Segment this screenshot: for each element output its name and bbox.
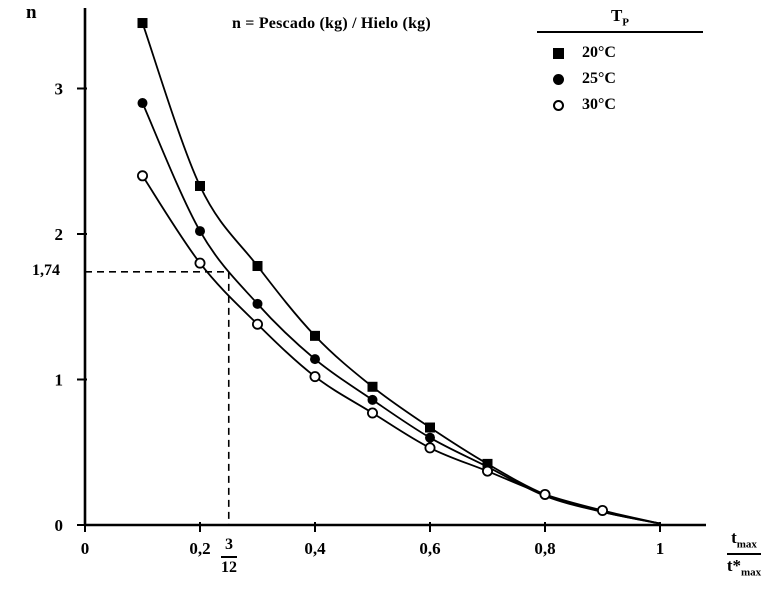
annotation-x-fraction: 3 12	[213, 535, 245, 578]
x-tick-label: 0,4	[304, 539, 326, 558]
x-tick-label: 0,2	[189, 539, 210, 558]
series-2-open-circle-marker	[539, 488, 551, 500]
annotation-y-value-label: 1,74	[32, 262, 60, 279]
open-circle-marker-icon	[553, 99, 564, 111]
series-1-filled-circle-marker	[367, 394, 378, 405]
x-axis-num-sub: max	[736, 538, 757, 551]
series-1-filled-circle-marker	[425, 432, 435, 443]
series-2-open-circle-marker	[597, 504, 609, 516]
legend-title: TP	[537, 6, 703, 28]
x-tick-label: 0,6	[419, 539, 440, 558]
legend-label-20c: 20°C	[582, 44, 616, 62]
series-2-open-circle-marker	[481, 465, 493, 477]
legend-entry-25c: 25°C	[537, 66, 703, 92]
legend-title-sub: P	[622, 16, 630, 29]
legend: TP 20°C 25°C 30°C	[537, 6, 703, 118]
y-tick-label: 3	[55, 80, 64, 99]
series-0-filled-square-marker	[195, 180, 205, 191]
series-2-open-circle-marker	[136, 170, 148, 182]
y-axis-label: n	[26, 2, 37, 23]
series-line-2	[141, 175, 661, 525]
series-1-filled-circle-marker	[195, 226, 205, 237]
series-0-filled-square-marker	[252, 261, 263, 272]
series-0-filled-square-marker	[137, 18, 148, 29]
x-axis-den-main: t*	[726, 556, 741, 576]
series-2-open-circle-marker	[251, 318, 263, 330]
chart-title: n = Pescado (kg) / Hielo (kg)	[232, 15, 431, 32]
legend-label-30c: 30°C	[582, 96, 616, 114]
legend-entry-30c: 30°C	[537, 92, 703, 118]
series-1-filled-circle-marker	[252, 298, 263, 309]
series-2-open-circle-marker	[309, 371, 321, 383]
y-tick-label: 0	[55, 516, 64, 535]
series-2-open-circle-marker	[366, 407, 378, 419]
series-0-filled-square-marker	[367, 381, 378, 392]
y-tick-label: 1	[55, 371, 64, 390]
x-axis-label: tmax t*max	[714, 527, 774, 580]
x-axis-label-numerator: tmax	[727, 527, 761, 556]
legend-label-25c: 25°C	[582, 70, 616, 88]
series-2-open-circle-marker	[194, 257, 206, 269]
x-tick-label: 0,8	[534, 539, 555, 558]
x-tick-label: 1	[656, 539, 665, 558]
annotation-x-numerator: 3	[221, 535, 237, 558]
series-0-filled-square-marker	[310, 330, 320, 341]
x-axis-label-denominator: t*max	[714, 555, 774, 580]
series-0-filled-square-marker	[425, 422, 435, 433]
series-2-open-circle-marker	[424, 442, 436, 454]
legend-entry-20c: 20°C	[537, 40, 703, 66]
annotation-x-denominator: 12	[221, 559, 237, 576]
filled-square-marker-icon	[553, 47, 564, 59]
legend-divider	[537, 31, 703, 34]
filled-circle-marker-icon	[553, 73, 564, 85]
x-axis-num-main: t	[731, 528, 737, 547]
x-axis-den-sub: max	[741, 566, 762, 579]
series-line-1	[141, 102, 661, 525]
legend-title-main: T	[610, 6, 623, 25]
series-1-filled-circle-marker	[137, 98, 148, 109]
x-tick-label: 0	[81, 539, 90, 558]
y-tick-label: 2	[55, 225, 64, 244]
series-1-filled-circle-marker	[310, 354, 320, 365]
